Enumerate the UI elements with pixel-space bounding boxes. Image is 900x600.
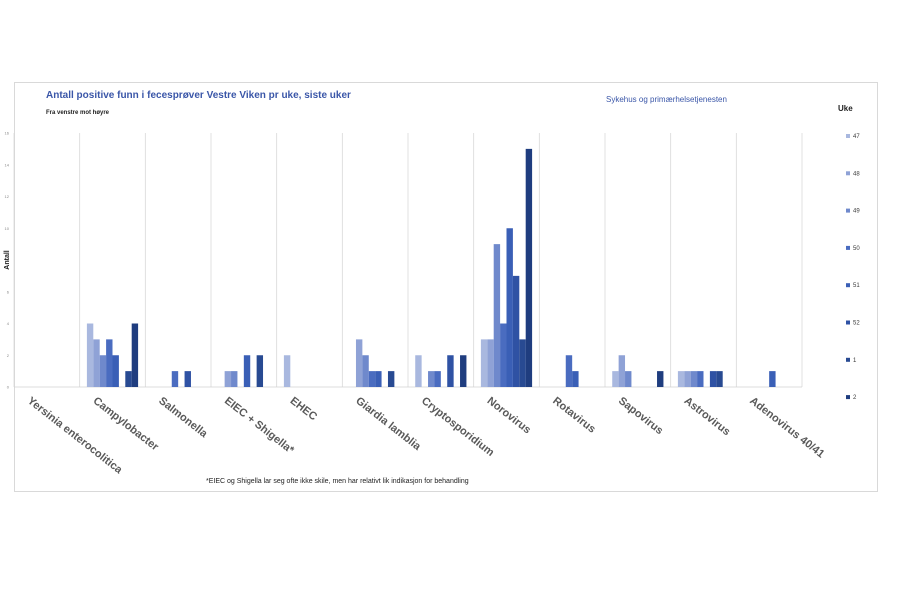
y-tick-label: 0: [7, 385, 10, 390]
category-label: Sapovirus: [616, 395, 665, 437]
legend-swatch-52: [846, 320, 850, 325]
bar-1-3: [256, 355, 264, 387]
bar-48-10: [684, 371, 691, 387]
bar-47-10: [677, 371, 685, 387]
y-tick-label: 12: [5, 194, 10, 199]
bar-47-1: [86, 323, 94, 387]
chart-right-note: Sykehus og primærhelsetjenesten: [606, 95, 727, 104]
bar-50-7: [500, 323, 507, 387]
bar-1-10: [716, 371, 723, 387]
bar-49-3: [231, 371, 238, 387]
bar-51-11: [769, 371, 776, 387]
category-label: Salmonella: [156, 395, 210, 441]
bar-50-1: [106, 339, 113, 387]
bar-52-6: [447, 355, 454, 387]
category-label: Norovirus: [485, 395, 533, 436]
bar-47-7: [480, 339, 488, 387]
y-axis-title: Antall: [4, 250, 11, 270]
footnote: *EIEC og Shigella lar seg ofte ikke skil…: [206, 478, 469, 485]
bar-1-5: [387, 371, 395, 387]
bar-48-3: [224, 371, 232, 387]
legend-label: 1: [853, 358, 857, 364]
chart-subtitle: Fra venstre mot høyre: [46, 110, 110, 116]
bar-49-10: [690, 371, 698, 387]
legend-label: 2: [853, 395, 857, 401]
y-tick-label: 8: [7, 258, 10, 263]
y-tick-label: 14: [5, 162, 10, 167]
category-label: EHEC: [288, 395, 320, 423]
bar-52-7: [512, 275, 520, 387]
bar-49-1: [99, 355, 107, 387]
legend-swatch-48: [846, 171, 850, 176]
legend-swatch-49: [846, 208, 850, 213]
y-tick-label: 4: [7, 321, 10, 326]
legend-swatch-50: [846, 245, 850, 250]
bar-47-6: [415, 355, 422, 387]
bar-51-7: [506, 228, 513, 387]
legend-label: 47: [853, 134, 860, 140]
bar-48-7: [487, 339, 494, 387]
legend-swatch-2: [846, 395, 850, 400]
bar-48-5: [355, 339, 363, 387]
bar-50-5: [368, 371, 376, 387]
legend-swatch-51: [846, 283, 850, 288]
bar-50-10: [697, 371, 704, 387]
bar-49-5: [362, 355, 369, 387]
bar-52-10: [709, 371, 717, 387]
bar-2-6: [460, 355, 467, 387]
bar-51-8: [572, 371, 579, 387]
legend-label: 50: [853, 246, 860, 252]
bar-51-5: [375, 371, 382, 387]
category-label: Rotavirus: [550, 395, 597, 436]
category-label: Giardia lamblia: [353, 395, 423, 454]
bar-1-7: [519, 339, 526, 387]
legend-title: Uke: [838, 104, 853, 113]
legend-swatch-47: [846, 134, 850, 138]
bar-2-9: [657, 371, 664, 387]
y-tick-label: 6: [7, 289, 10, 294]
chart-frame: [14, 82, 878, 492]
bar-1-1: [125, 371, 132, 387]
bar-50-8: [565, 355, 573, 387]
bar-50-2: [171, 371, 179, 387]
category-label: Adenovirus 40/41: [747, 395, 826, 461]
category-label: EIEC + Shigella*: [222, 395, 297, 457]
y-tick-label: 10: [5, 226, 10, 231]
y-tick-label: 2: [7, 353, 10, 358]
bar-50-6: [434, 371, 441, 387]
y-tick-label: 16: [5, 131, 10, 136]
bar-48-9: [618, 355, 626, 387]
category-label: Campylobacter: [91, 395, 162, 454]
legend-label: 51: [853, 283, 860, 289]
bar-51-3: [243, 355, 251, 387]
bar-49-7: [493, 244, 501, 387]
category-label: Cryptosporidium: [419, 395, 496, 459]
bar-49-6: [428, 371, 435, 387]
chart-title: Antall positive funn i fecesprøver Vestr…: [46, 90, 351, 101]
bar-2-1: [131, 323, 139, 387]
bar-49-9: [625, 371, 632, 387]
legend-label: 49: [853, 209, 860, 215]
legend-label: 52: [853, 321, 860, 327]
legend-label: 48: [853, 171, 860, 177]
legend-swatch-1: [846, 357, 850, 362]
bar-47-9: [612, 371, 619, 387]
bar-2-7: [525, 148, 533, 387]
bar-52-2: [184, 371, 191, 387]
category-label: Astrovirus: [682, 395, 733, 438]
bar-51-1: [112, 355, 119, 387]
bar-48-1: [93, 339, 100, 387]
bar-47-4: [283, 355, 291, 387]
